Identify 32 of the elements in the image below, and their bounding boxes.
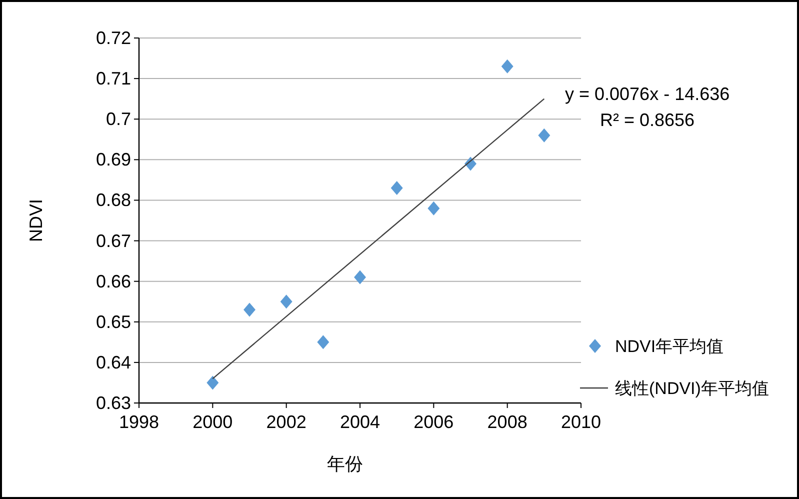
annotation: y = 0.0076x - 14.636 [565,84,730,104]
point [501,59,514,74]
point [428,201,440,216]
x-tick-label: 2004 [340,412,380,432]
point [354,270,366,284]
y-tick-label: 0.63 [96,393,131,413]
x-tick-label: 2002 [266,412,306,432]
legend-label: 线性(NDVI)年平均值 [615,379,769,398]
y-tick-label: 0.72 [96,28,131,48]
y-tick-label: 0.66 [96,271,131,292]
legend-label: NDVI年平均值 [615,337,724,356]
x-tick-label: 2000 [192,412,233,432]
y-tick-label: 0.67 [96,230,131,251]
y-tick-label: 0.68 [96,190,131,210]
point [206,376,219,390]
y-axis-title: NDVI [26,198,46,242]
y-tick-label: 0.65 [96,312,131,332]
x-axis-title: 年份 [327,454,363,474]
y-tick-label: 0.64 [96,352,131,372]
y-tick-label: 0.7 [106,109,131,130]
x-tick-label: 2010 [560,412,602,432]
point [538,128,550,142]
text: R² = 0.8656 [600,110,695,130]
point [244,302,256,317]
point [280,294,292,309]
x-tick-label: 2006 [414,412,454,432]
x-tick-label: 1998 [118,412,160,432]
y-tick-label: 0.71 [96,68,131,89]
x-tick-label: 2008 [487,412,528,432]
point [390,181,403,196]
point [317,335,330,350]
y-tick-label: 0.69 [96,150,131,170]
